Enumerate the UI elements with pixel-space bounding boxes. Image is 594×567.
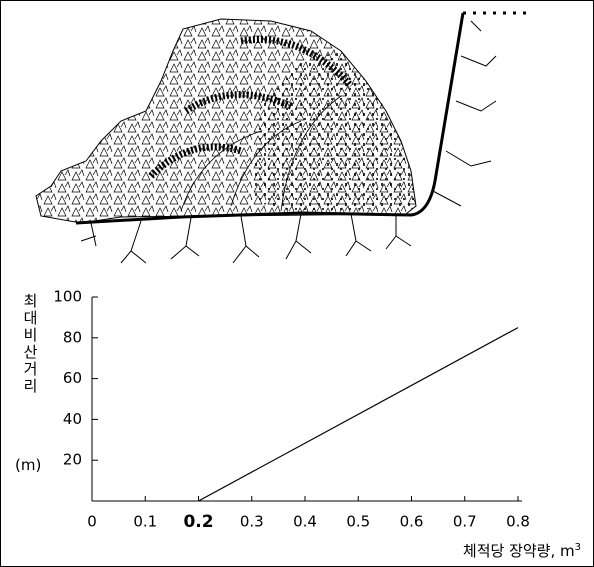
x-tick-label: 0.6 <box>400 513 424 531</box>
x-axis-label: 체적당 장약량, m3 <box>463 540 581 561</box>
x-axis-label-text: 체적당 장약량, m <box>462 542 575 560</box>
x-tick-label: 0.8 <box>506 513 530 531</box>
x-tick-label: 0.2 <box>183 512 213 532</box>
y-axis-unit: (m) <box>15 456 42 474</box>
y-tick-label: 100 <box>53 288 82 306</box>
x-tick-label: 0.7 <box>453 513 477 531</box>
data-line <box>198 327 519 502</box>
y-tick-label: 20 <box>63 451 82 469</box>
y-axis-label: 최대비산거리 <box>21 293 39 395</box>
x-tick-label: 0.3 <box>240 513 264 531</box>
rock-pile-illustration <box>35 11 531 264</box>
x-tick-label: 0.1 <box>133 513 157 531</box>
y-tick-label: 40 <box>63 410 82 428</box>
x-axis-label-sup: 3 <box>574 542 581 553</box>
x-tick-label: 0 <box>87 513 97 531</box>
y-tick-label: 60 <box>63 369 82 387</box>
x-tick-label: 0.5 <box>346 513 370 531</box>
y-tick-label: 80 <box>63 328 82 346</box>
x-tick-label: 0.4 <box>293 513 317 531</box>
